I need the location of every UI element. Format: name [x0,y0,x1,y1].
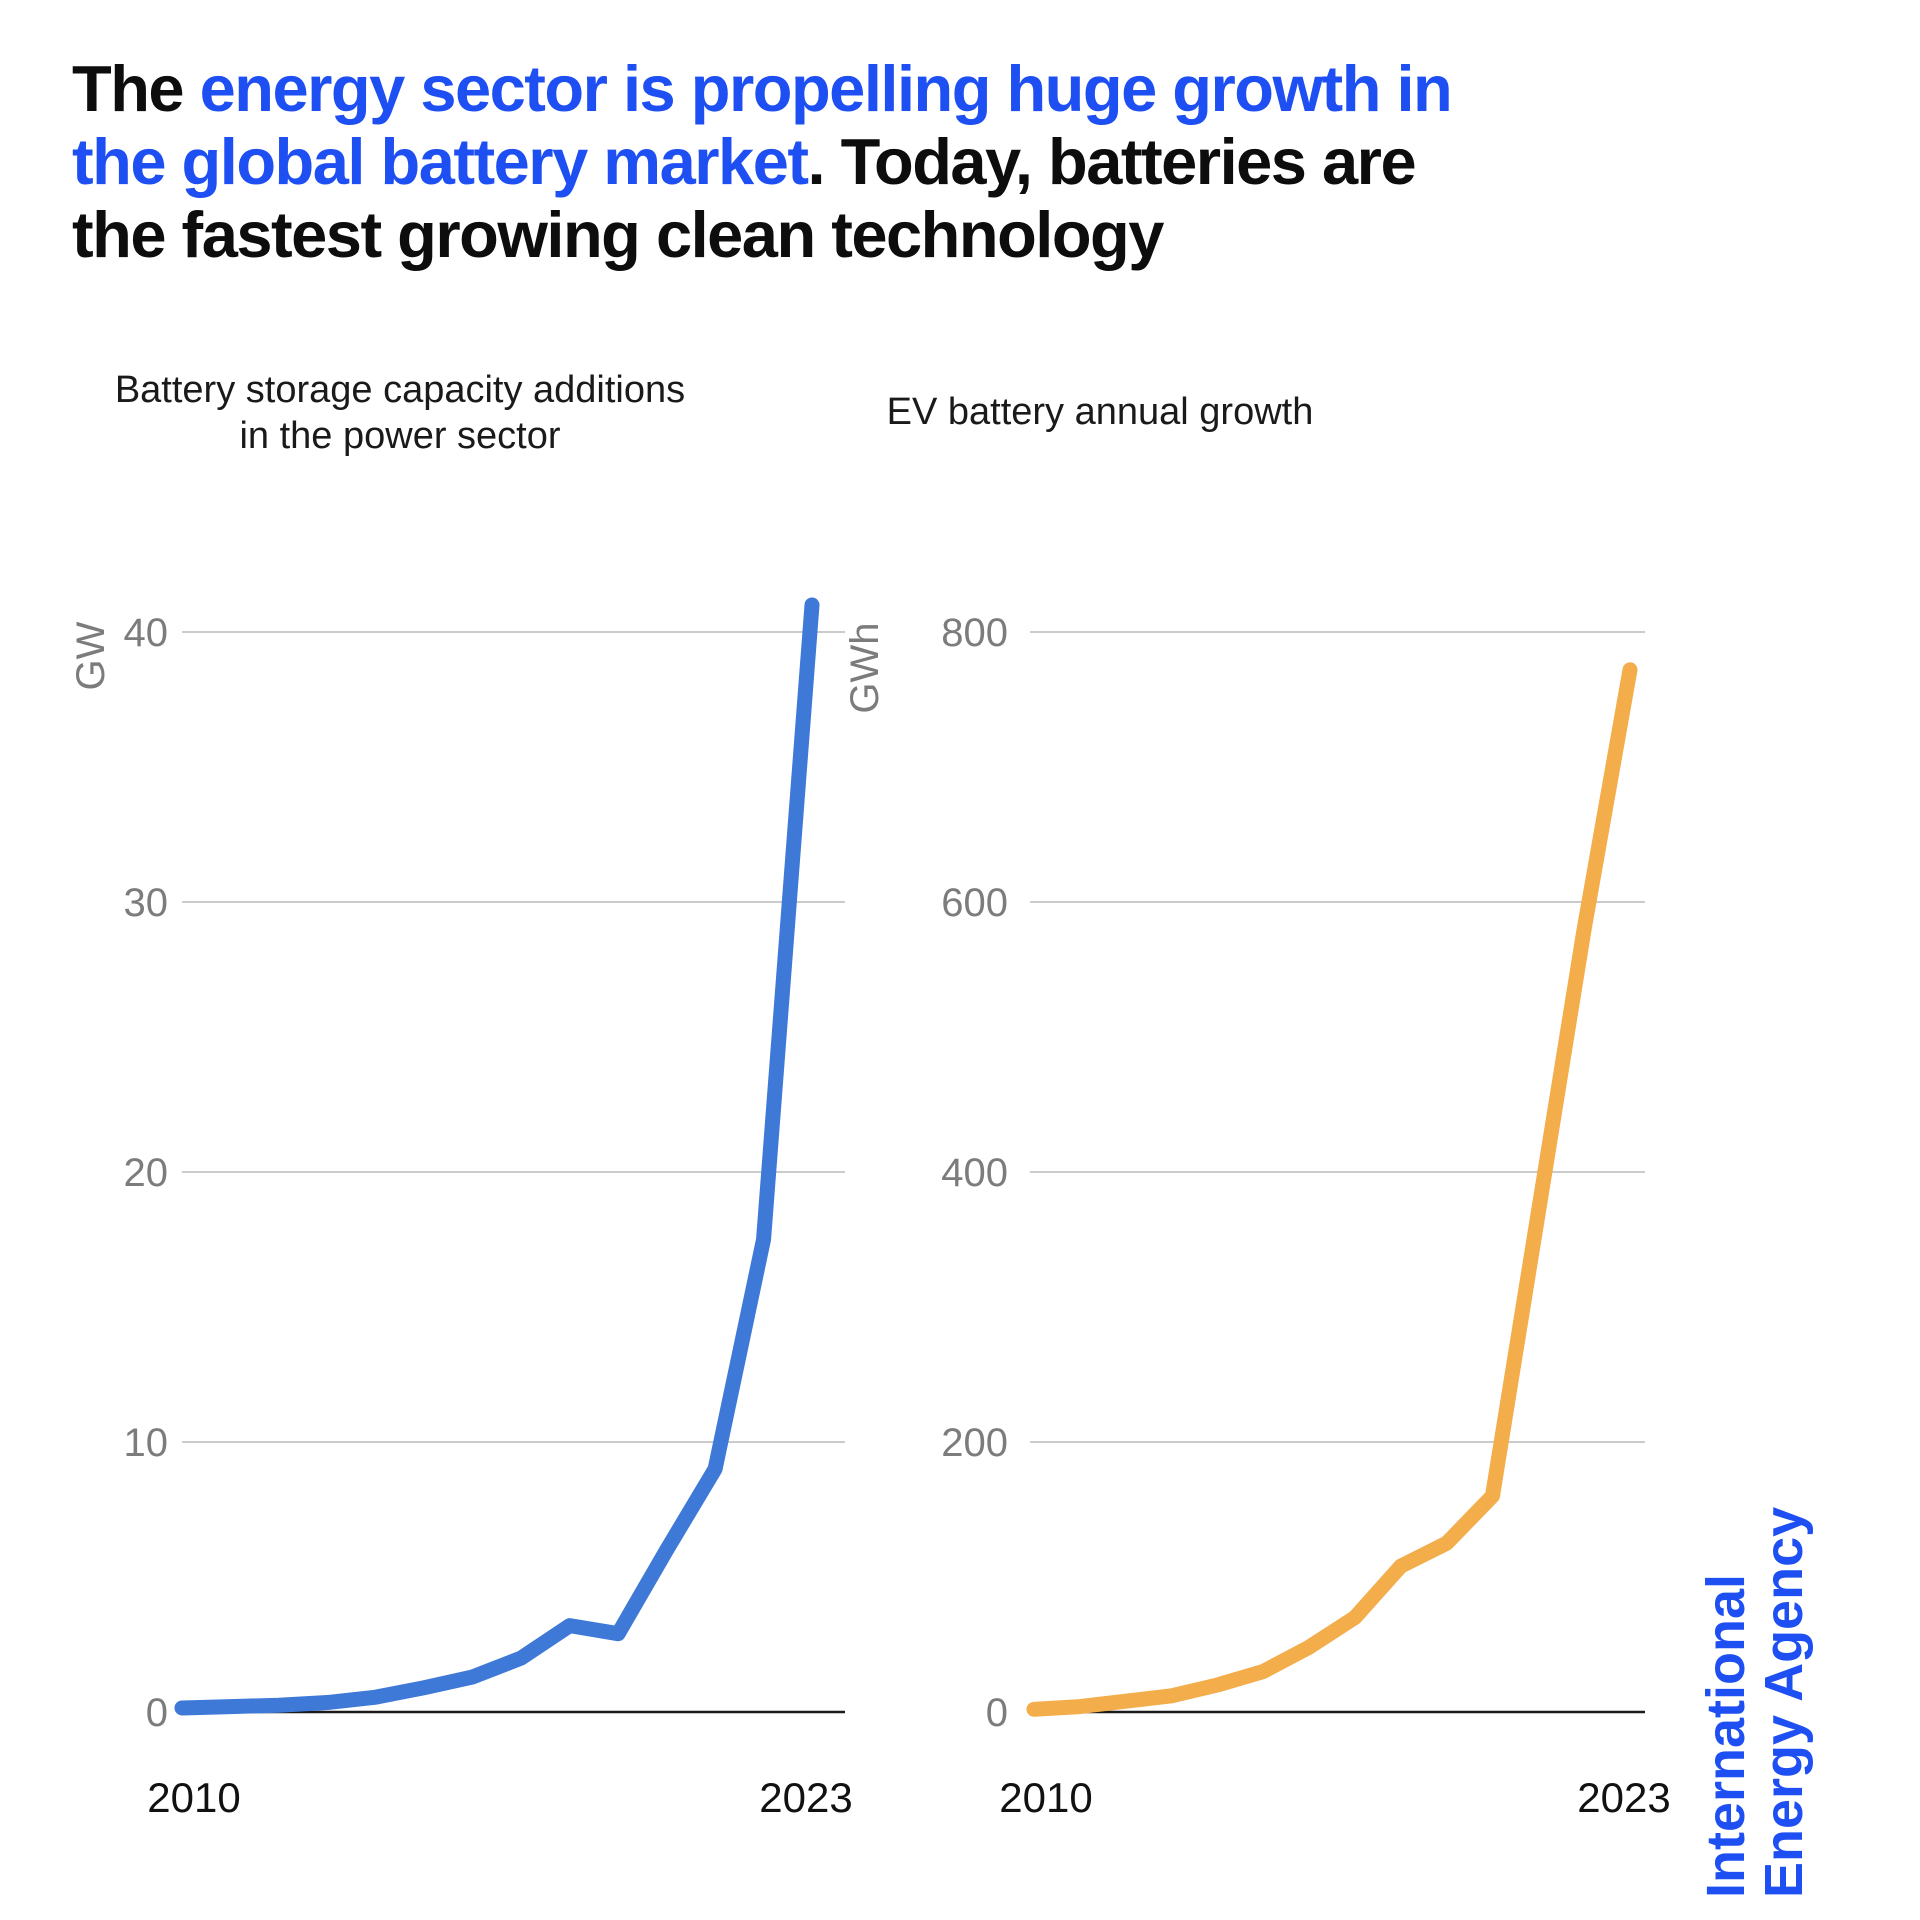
right-chart-title: EV battery annual growth [887,391,1314,433]
title-line-2: the global battery market. Today, batter… [72,125,1892,198]
left-y-axis-unit-label: GW [69,621,113,690]
title-segment: The [72,52,200,125]
iea-logo: International Energy Agency [1696,1507,1814,1898]
title-segment-highlight: the global battery market [72,125,809,198]
right-y-axis-unit-label: GWh [843,622,887,713]
y-tick-label: 800 [941,611,1008,655]
y-tick-label: 400 [941,1151,1008,1195]
y-tick-label: 0 [146,1691,168,1735]
left-chart-plot: 0 10 20 30 40 2010 2023 [124,597,853,1821]
series-line [174,597,820,1716]
series-line [1026,662,1638,1717]
title-segment-highlight: energy sector is propelling huge growth … [199,52,1453,125]
left-chart-title-line2: in the power sector [239,415,560,457]
right-chart-plot: 0 200 400 600 800 2010 2023 [941,611,1670,1821]
x-tick-label-end: 2023 [1577,1774,1670,1821]
y-tick-label: 200 [941,1421,1008,1465]
iea-logo-line1: International [1696,1574,1756,1898]
y-tick-label: 30 [124,881,169,925]
x-tick-label-start: 2010 [999,1774,1092,1821]
y-tick-label: 10 [124,1421,169,1465]
title-line-1: The energy sector is propelling huge gro… [72,52,1892,125]
x-tick-label-end: 2023 [759,1774,852,1821]
title-segment: the fastest growing clean technology [72,198,1164,271]
iea-logo-line2: Energy Agency [1754,1507,1814,1898]
y-tick-label: 600 [941,881,1008,925]
title-segment: . Today, batteries are [807,125,1417,198]
y-tick-label: 0 [986,1691,1008,1735]
left-chart-title-line1: Battery storage capacity additions [115,369,685,411]
title-line-3: the fastest growing clean technology [72,198,1892,271]
x-tick-label-start: 2010 [147,1774,240,1821]
y-tick-label: 20 [124,1151,169,1195]
y-tick-label: 40 [124,611,169,655]
page-title: The energy sector is propelling huge gro… [72,52,1892,271]
